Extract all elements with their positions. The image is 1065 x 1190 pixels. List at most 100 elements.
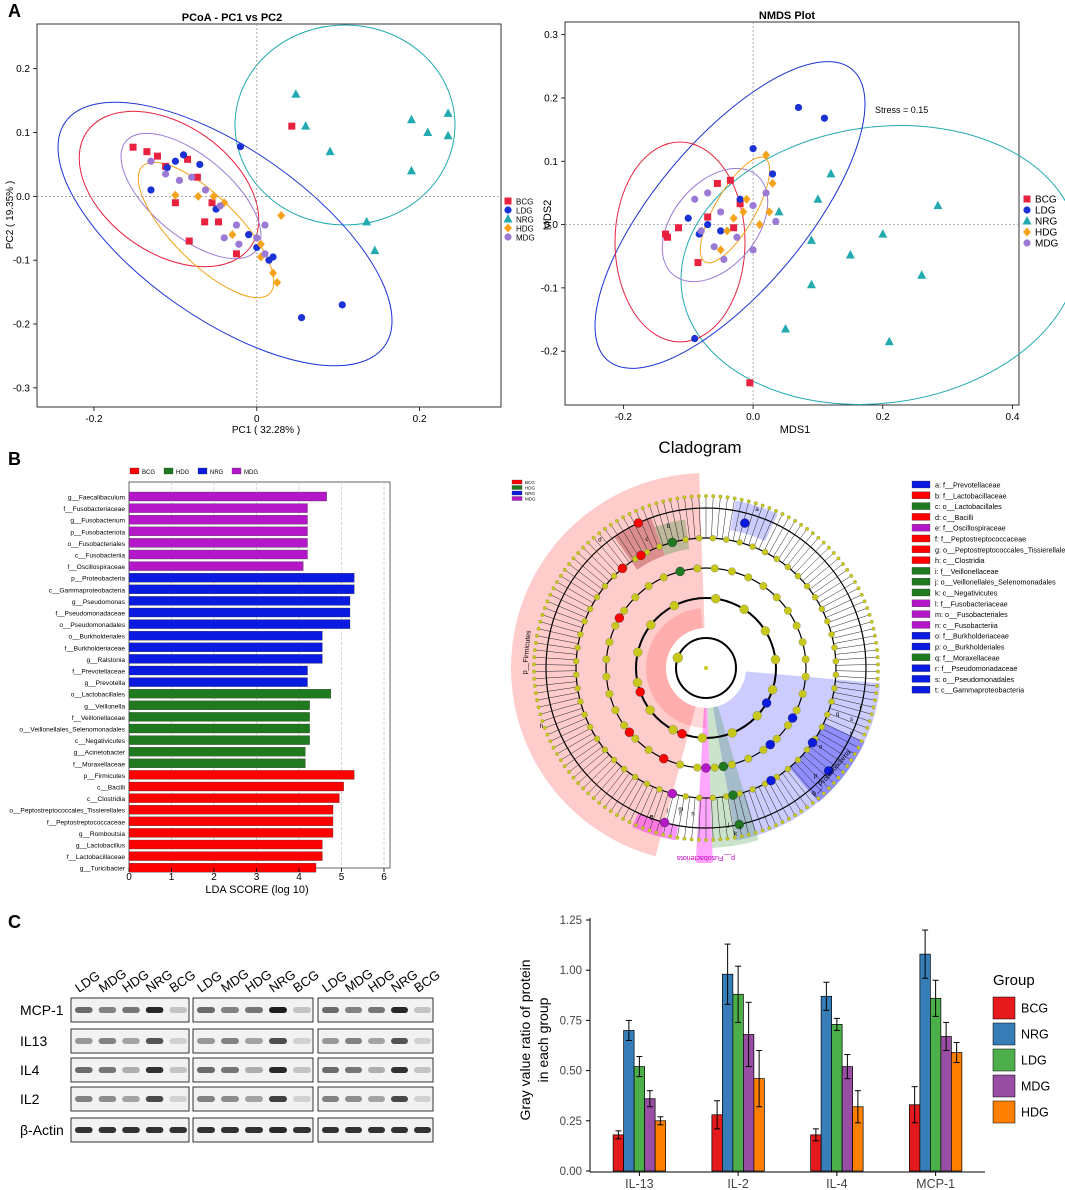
cladogram-leaf-node [535, 633, 539, 638]
cladogram-node [711, 594, 721, 604]
cladogram-sector-lactobacillales [654, 519, 690, 556]
cladogram-leaf-node [865, 726, 870, 730]
wb-band [98, 1127, 117, 1133]
cladogram-leaf-node [535, 698, 539, 703]
wb-band [414, 1127, 431, 1133]
cladogram-leaf-node [591, 796, 596, 801]
grey-legend-title: Group [993, 972, 1035, 989]
cladogram-node [632, 773, 639, 781]
cladogram-node [633, 647, 643, 657]
cladogram-node [574, 644, 581, 651]
nmds-x-label: MDS1 [780, 424, 811, 436]
cladogram-leaf-branch [821, 728, 859, 748]
wb-band [414, 1096, 431, 1102]
pcoa-x-tick-label: -0.2 [85, 414, 103, 425]
nmds-point-hdg [768, 178, 777, 188]
cladogram-node [783, 721, 792, 730]
cladogram-leaf-node [571, 556, 576, 561]
lda-legend-swatch-mdg [231, 467, 242, 475]
lda-bar-label: g__Pseudomonas [72, 599, 126, 606]
cladogram-leaf-node [542, 726, 547, 730]
panel-label-a: A [8, 1, 21, 21]
cladogram-node [593, 594, 601, 601]
cladogram-legend-swatch [911, 513, 931, 521]
cladogram-leaf-branch [564, 569, 600, 595]
wb-band [169, 1007, 187, 1013]
cladogram-leaf-branch [835, 670, 878, 672]
wb-band [221, 1007, 239, 1013]
cladogram-leaf-node [805, 805, 809, 810]
nmds-point-bcg [730, 224, 738, 232]
cladogram-node [601, 746, 609, 753]
wb-band-box [70, 1057, 190, 1083]
grey-value-chart: 0.00 0.25 0.50 0.75 1.00 1.25 IL-13 IL-2 IL-4 MCP… [517, 915, 1050, 1190]
cladogram-highlight-node [701, 763, 711, 773]
cladogram-leaf-branch [544, 607, 585, 623]
cladogram-leaf-branch [553, 588, 591, 608]
pcoa-point-mdg [188, 173, 196, 181]
cladogram-node [587, 605, 594, 613]
cladogram-node [739, 604, 749, 614]
cladogram-leaf-node [849, 758, 854, 763]
cladogram-node [646, 620, 656, 630]
cladogram-leaf-branch [806, 750, 839, 778]
cladogram-legend-swatch [911, 491, 931, 499]
pcoa-point-bcg [288, 122, 296, 130]
lda-bar-label: g__Turicibacter [80, 866, 126, 873]
cladogram-sector-letter: h [540, 724, 543, 730]
grey-y-tick-label: 0.25 [560, 1116, 582, 1128]
wb-band [391, 1127, 408, 1133]
nmds-point-mdg [749, 246, 757, 254]
cladogram-leaf-node [576, 781, 581, 785]
pcoa-legend-marker-mdg [504, 233, 512, 241]
cladogram-leaf-branch [753, 788, 770, 829]
lda-bar-label: g__Romboutsia [79, 831, 126, 838]
nmds-point-nrg [826, 168, 836, 178]
wb-band [98, 1067, 117, 1073]
cladogram-node [749, 786, 756, 793]
cladogram-leaf-branch [588, 542, 618, 574]
lda-bar [128, 631, 323, 641]
cladogram-leaf-branch [593, 537, 622, 570]
cladogram-leaf-branch [535, 686, 578, 694]
cladogram-leaf-node [597, 800, 602, 805]
cladogram-sector-letter: n [691, 811, 694, 817]
nmds-ellipse-mdg [661, 167, 769, 283]
cladogram-legend-swatch [911, 610, 931, 618]
cladogram-leaf-node [856, 586, 861, 591]
wb-band [145, 1096, 164, 1102]
cladogram-node [574, 685, 581, 692]
cladogram-node [761, 549, 769, 556]
pcoa-point-ldg [338, 301, 346, 309]
cladogram-leaf-branch [649, 790, 664, 831]
nmds-point-bcg [675, 224, 682, 232]
cladogram-leaf-node [614, 813, 619, 818]
cladogram-highlight-node [659, 817, 670, 828]
cladogram-leaf-node [810, 531, 815, 536]
nmds-ellipses [594, 61, 1065, 405]
nmds-title: NMDS Plot [759, 10, 816, 22]
nmds-x-tick-label: 0.4 [1006, 412, 1020, 423]
pcoa-y-tick-label: 0.2 [16, 64, 30, 75]
cladogram-sector-letter: d [598, 538, 601, 544]
cladogram-node [696, 794, 703, 801]
cladogram-sector-bacilli [614, 517, 665, 570]
cladogram-legend-label: a: f__Prevotellaceae [935, 481, 1001, 490]
pcoa-point-ldg [297, 314, 306, 322]
grey-bar-nrg [623, 1030, 635, 1172]
cladogram-leaf-node [836, 556, 841, 561]
grey-legend-swatch-hdg [992, 1100, 1016, 1124]
pcoa-x-tick-label: 0.2 [413, 414, 427, 425]
grey-legend-label: LDG [1021, 1054, 1047, 1068]
wb-band [245, 1127, 263, 1133]
cladogram-leaf-node [841, 770, 845, 774]
lda-legend-swatch-hdg [163, 467, 174, 475]
wb-band [75, 1038, 93, 1044]
cladogram-leaf-branch [722, 796, 728, 839]
cladogram-leaf-branch [698, 797, 701, 840]
cladogram-leaf-branch [656, 503, 669, 544]
cladogram-leaf-branch [798, 758, 830, 789]
cladogram-leaf-node [562, 567, 567, 572]
cladogram-leaf-node [836, 775, 841, 780]
pcoa-legend-label: BCG [516, 198, 533, 207]
